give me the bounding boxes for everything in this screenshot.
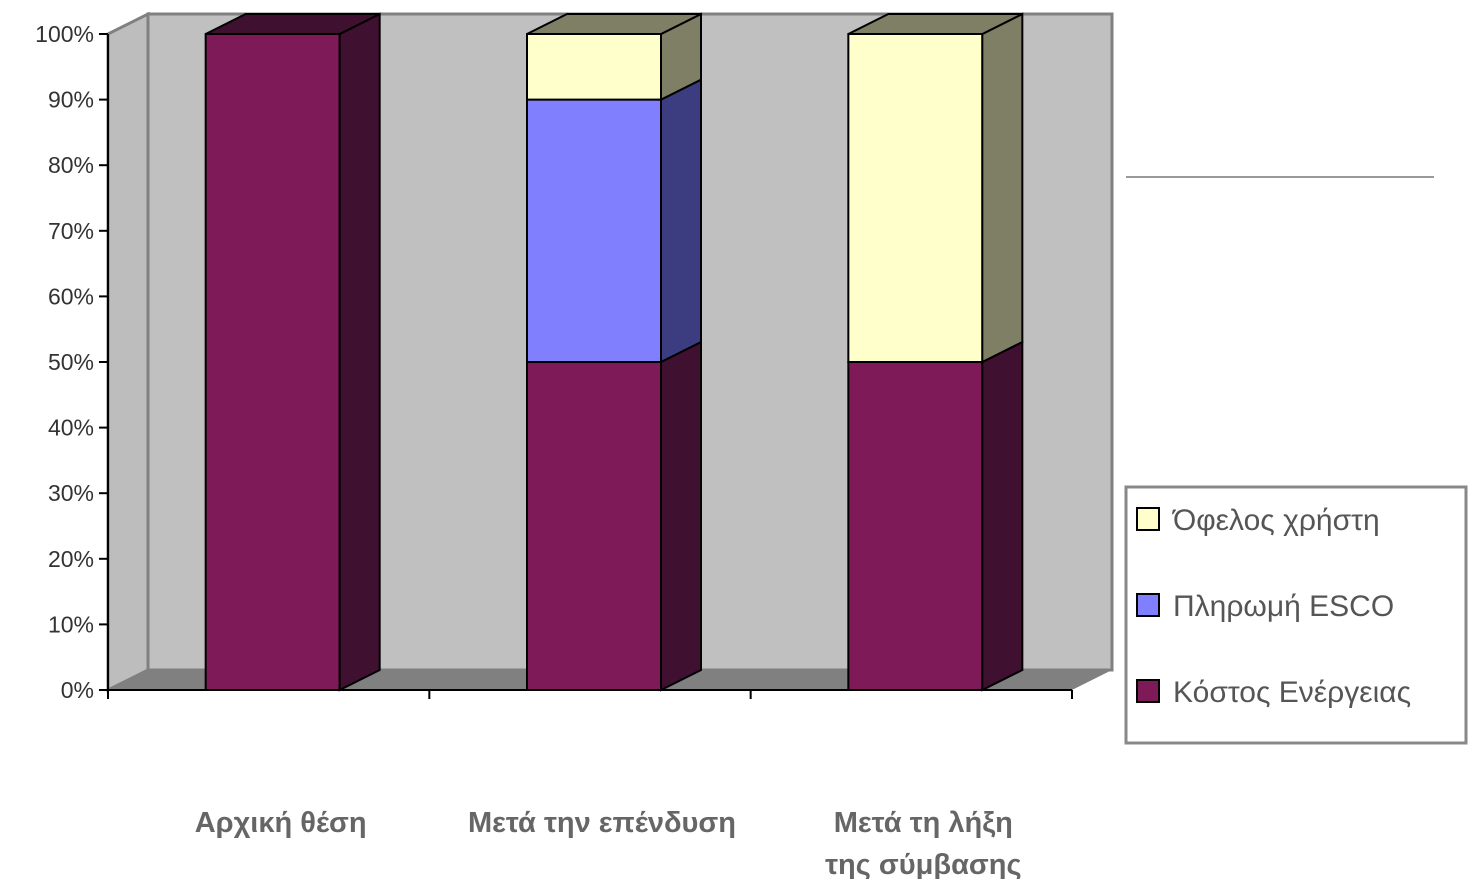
category-axis: Αρχική θέση Μετά την επένδυση Μετά τη λήξη… — [195, 807, 1022, 879]
y-tick-label: 90% — [48, 87, 94, 113]
bar-segment-side — [660, 77, 702, 364]
y-tick-label: 70% — [48, 218, 94, 244]
bar-segment-front — [526, 98, 662, 363]
bar-segment-front — [847, 361, 984, 691]
legend-box — [1124, 485, 1468, 745]
bar-segment-side — [981, 12, 1024, 364]
category-label: Μετά την επένδυση — [468, 807, 736, 839]
legend-label: Πληρωμή ESCO — [1173, 590, 1394, 623]
y-tick-label: 40% — [48, 415, 94, 441]
legend-label: Κόστος Ενέργειας — [1173, 676, 1411, 709]
bar-segment-side — [981, 340, 1024, 692]
bar-segment-front — [526, 33, 662, 101]
bar-top-face — [205, 13, 381, 35]
category-label: Μετά τη λήξη — [834, 807, 1013, 839]
y-tick-label: 80% — [48, 152, 94, 178]
y-tick-label: 50% — [48, 349, 94, 375]
y-tick-label: 10% — [48, 611, 94, 637]
y-tick-label: 60% — [48, 283, 94, 309]
category-label: της σύμβασης — [825, 849, 1021, 879]
legend-swatch — [1136, 679, 1160, 703]
bar-segment-side — [338, 12, 381, 692]
bar-segment-side — [660, 340, 702, 692]
y-tick-label: 0% — [61, 677, 94, 703]
bar-segment-front — [847, 33, 984, 363]
legend-swatch — [1136, 593, 1160, 617]
y-tick-label: 20% — [48, 546, 94, 572]
bar-segment-front — [526, 361, 662, 691]
bar-top-face — [526, 13, 702, 35]
legend-swatch — [1136, 507, 1160, 531]
legend-label: Όφελος χρήστη — [1171, 504, 1380, 537]
y-tick-label: 30% — [48, 480, 94, 506]
y-tick-label: 100% — [35, 21, 94, 47]
side-wall — [106, 11, 150, 693]
bar-series-group — [204, 12, 1024, 692]
category-label: Αρχική θέση — [195, 807, 367, 839]
bar-segment-front — [204, 33, 341, 691]
bar-top-face — [847, 13, 1023, 35]
legend: Όφελος χρήστη Πληρωμή ESCO Κόστος Ενέργεια… — [1124, 176, 1468, 745]
